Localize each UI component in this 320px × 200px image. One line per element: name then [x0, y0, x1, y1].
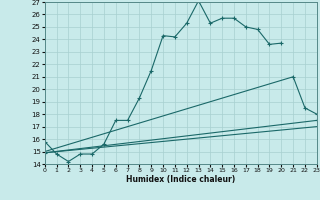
- X-axis label: Humidex (Indice chaleur): Humidex (Indice chaleur): [126, 175, 236, 184]
